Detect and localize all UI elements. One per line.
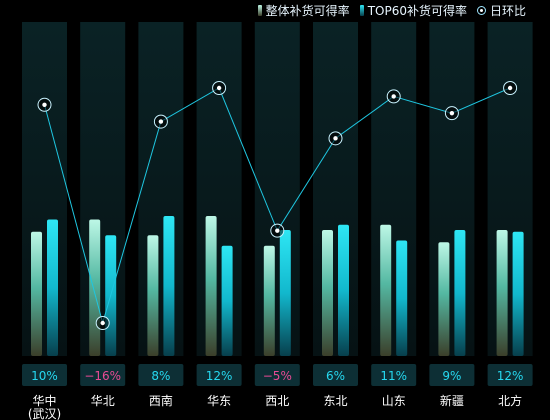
dod-point (216, 85, 222, 91)
bar-overall[interactable] (31, 231, 42, 356)
category-labels: 华中(武汉) 华北 西南 华东 西北 东北 山东 新疆 北方 (28, 393, 522, 420)
bar-overall[interactable] (263, 245, 275, 356)
bar-top60[interactable] (47, 219, 58, 357)
legend-label-dod: 日环比 (489, 4, 526, 18)
legend-swatch-top60 (359, 5, 364, 16)
category-label: 华北 (91, 394, 115, 408)
category-label: 新疆 (440, 393, 464, 408)
dod-value-label: 10% (31, 369, 58, 383)
bar-top60[interactable] (338, 224, 349, 356)
legend-swatch-overall (257, 5, 262, 16)
category-panel (254, 22, 300, 356)
dod-point (42, 102, 47, 107)
category-label: 北方 (498, 393, 522, 408)
dod-point (449, 110, 455, 116)
bar-overall[interactable] (380, 224, 392, 356)
series-overall-bars (31, 216, 508, 356)
dod-point (507, 85, 513, 91)
category-panel (313, 22, 358, 356)
bar-top60[interactable] (396, 240, 408, 357)
category-label: 华东 (207, 394, 231, 408)
dod-value-label: 9% (442, 369, 461, 383)
bar-overall[interactable] (147, 235, 159, 356)
category-panel (371, 22, 417, 356)
dod-value-labels: 10% −16% 8% 12% −5% 6% 11% 9% 12% (22, 364, 533, 386)
bar-overall[interactable] (322, 230, 333, 356)
bar-top60[interactable] (454, 230, 466, 356)
series-dod-line (37, 81, 518, 330)
dod-label-box (22, 364, 67, 386)
dod-label-box (196, 364, 242, 386)
legend-label-top60: TOP60补货可得率 (367, 4, 467, 18)
dod-label-box (138, 364, 184, 386)
category-label: (武汉) (28, 407, 61, 420)
dod-label-box (254, 364, 300, 386)
bar-top60[interactable] (163, 216, 175, 356)
dod-label-box (80, 364, 126, 386)
category-label: 东北 (323, 394, 347, 408)
category-panels (22, 22, 533, 356)
category-label: 西北 (265, 394, 289, 408)
category-panel (487, 22, 533, 356)
bar-top60[interactable] (512, 231, 524, 356)
dod-label-box (487, 364, 533, 386)
bar-overall[interactable] (205, 216, 217, 356)
bar-top60[interactable] (221, 245, 233, 356)
dod-value-label: 11% (380, 369, 407, 383)
dod-value-label: −16% (84, 369, 121, 383)
category-label: 华中 (32, 393, 56, 408)
category-panel (80, 22, 126, 356)
legend-item-top60[interactable]: TOP60补货可得率 (359, 2, 467, 19)
legend-swatch-dod (476, 6, 486, 15)
dod-point (275, 228, 280, 233)
category-panel (138, 22, 184, 356)
category-panel (429, 22, 475, 356)
category-label: 山东 (382, 394, 406, 408)
legend-label-overall: 整体补货可得率 (265, 4, 350, 18)
dod-point (391, 94, 396, 99)
dod-value-label: 12% (497, 369, 524, 383)
legend-item-dod[interactable]: 日环比 (476, 2, 526, 19)
legend: 整体补货可得率 TOP60补货可得率 日环比 (257, 2, 526, 19)
bar-top60[interactable] (279, 230, 291, 356)
bar-overall[interactable] (89, 219, 101, 357)
category-panel (22, 22, 67, 356)
category-panel (196, 22, 242, 356)
bar-overall[interactable] (438, 242, 450, 356)
dod-value-label: 12% (206, 369, 233, 383)
dod-value-label: −5% (263, 369, 292, 383)
series-top60-bars (47, 216, 524, 356)
dod-value-label: 8% (151, 369, 170, 383)
dod-label-box (371, 364, 417, 386)
dod-point (158, 119, 164, 124)
dod-point (333, 136, 338, 141)
category-label: 西南 (149, 393, 173, 408)
dod-value-label: 6% (326, 369, 345, 383)
dod-point (100, 320, 105, 326)
bar-overall[interactable] (496, 230, 508, 356)
dod-label-box (313, 364, 358, 386)
dod-label-box (429, 364, 475, 386)
legend-item-overall[interactable]: 整体补货可得率 (257, 2, 350, 19)
